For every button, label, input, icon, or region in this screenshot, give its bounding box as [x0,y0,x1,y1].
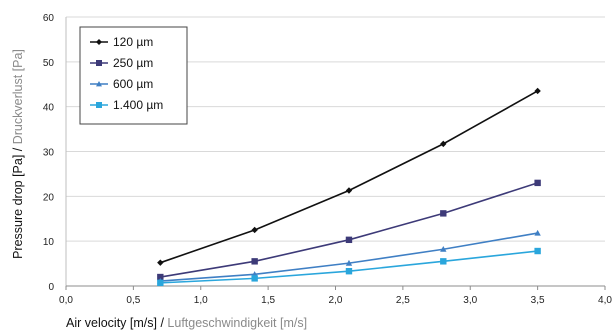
data-point [440,258,447,265]
x-tick-label: 0,5 [126,295,140,306]
x-tick-label: 0,0 [59,295,73,306]
x-tick-label: 2,5 [396,295,410,306]
legend-label: 600 µm [113,77,153,91]
x-axis-label: Air velocity [m/s] / Luftgeschwindigkeit… [66,316,307,330]
data-point [534,179,541,187]
series-3 [157,247,541,287]
data-point [157,259,164,266]
y-axis-label-main: Pressure drop [Pa] [11,154,25,259]
x-tick-label: 3,0 [463,295,477,306]
data-point [251,226,258,234]
y-tick-label: 30 [43,148,55,159]
legend-item: 1.400 µm [90,98,163,112]
y-tick-label: 60 [43,13,55,24]
data-point [345,259,353,266]
data-point [96,39,102,45]
axes [65,17,606,290]
x-tick-label: 4,0 [598,295,612,306]
data-point [251,258,258,265]
data-point [157,279,164,287]
data-point [345,268,353,275]
data-point [251,275,258,282]
legend-label: 120 µm [113,35,153,49]
y-axis-label-separator: / [11,144,25,155]
data-point [534,229,541,236]
data-point [534,247,541,255]
x-axis-label-main: Air velocity [m/s] [66,316,157,330]
x-tick-label: 1,0 [194,295,208,306]
y-tick-labels: 0 10 20 30 40 50 60 [43,13,55,293]
data-point [96,102,102,108]
data-point [440,210,447,217]
data-point [440,246,447,252]
data-point [96,60,102,66]
series-1 [157,179,541,281]
data-point [440,140,447,148]
x-axis-label-secondary: Luftgeschwindigkeit [m/s] [167,316,308,330]
legend-item: 600 µm [90,77,153,91]
x-tick-label: 3,5 [531,295,545,306]
y-tick-label: 40 [43,103,55,114]
y-axis-label: Pressure drop [Pa] / Druckverlust [Pa] [4,20,32,288]
x-tick-label: 1,5 [261,295,275,306]
legend: 120 µm 250 µm 600 µm 1.400 µm [79,26,188,125]
x-tick-labels: 0,0 0,5 1,0 1,5 2,0 2,5 3,0 3,5 4,0 [59,295,612,306]
data-point [345,236,353,244]
series-0 [157,87,541,266]
data-point [345,187,353,194]
legend-label: 1.400 µm [113,98,163,112]
y-axis-label-secondary: Druckverlust [Pa] [11,49,25,145]
y-tick-label: 50 [43,58,55,69]
x-tick-label: 2,0 [329,295,343,306]
data-point [96,81,102,87]
legend-item: 120 µm [90,35,153,49]
data-point [534,87,541,95]
y-tick-label: 20 [43,192,55,203]
legend-label: 250 µm [113,56,153,70]
y-tick-label: 0 [48,282,54,293]
x-axis-label-separator: / [157,316,168,330]
legend-item: 250 µm [90,56,153,70]
y-tick-label: 10 [43,237,55,248]
series-group [157,87,541,287]
data-point [157,273,164,281]
